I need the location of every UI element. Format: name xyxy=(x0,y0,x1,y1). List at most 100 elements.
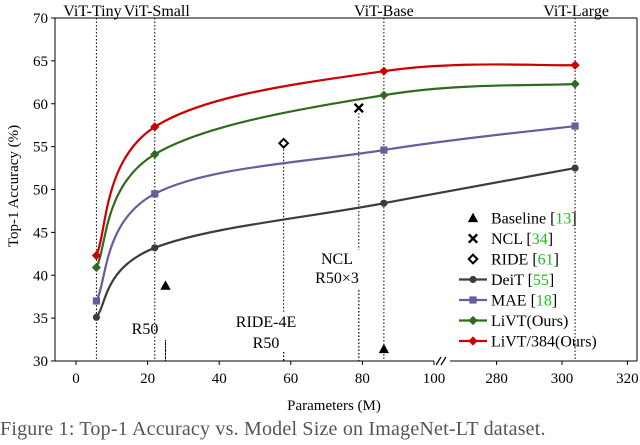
x-tick-label-9: 320 xyxy=(616,371,639,387)
legend-citation-1[interactable]: 13 xyxy=(555,211,571,228)
annotation-ncl-line1: NCL xyxy=(321,251,353,268)
series-point-2-4 xyxy=(571,122,579,130)
model-size-guides xyxy=(95,18,576,361)
legend-name-5: MAE xyxy=(491,293,527,310)
y-axis-label: Top-1 Accuracy (%) xyxy=(6,125,22,247)
x-tick-label-2: 20 xyxy=(140,371,155,387)
legend-label-1: Baseline [13] xyxy=(491,211,577,228)
legend-item-4: DeiT [55] xyxy=(459,272,554,289)
y-tick-label-3: 40 xyxy=(33,268,48,284)
series-point-4-1 xyxy=(91,250,102,261)
series-point-3-3 xyxy=(379,90,389,100)
x-axis-label: Parameters (M) xyxy=(287,398,381,414)
legend-space-2: [ xyxy=(522,231,531,248)
legend-citation-3[interactable]: 61 xyxy=(538,252,554,269)
legend-item-1: Baseline [13] xyxy=(467,211,577,228)
legend-name-6: LiVT(Ours) xyxy=(491,313,568,330)
series-point-1-3 xyxy=(380,199,388,207)
x-tick-label-3: 40 xyxy=(212,371,227,387)
series-point-4-4 xyxy=(570,60,580,70)
x-tick-label-6: 100 xyxy=(423,371,446,387)
ref-point-ncl-1 xyxy=(353,102,364,114)
legend-space-3: [ xyxy=(528,252,537,269)
series-point-2-3 xyxy=(380,146,388,154)
annotation-ncl-line2: R50×3 xyxy=(315,270,359,287)
axes-layer xyxy=(54,17,638,366)
y-tick-label-6: 55 xyxy=(33,140,48,156)
x-tick-label-8: 300 xyxy=(551,371,574,387)
legend-label-7: LiVT/384(Ours) xyxy=(491,334,597,351)
legend-space-4: [ xyxy=(524,272,533,289)
legend-marker-7 xyxy=(468,336,478,346)
legend-marker-2 xyxy=(467,233,479,244)
ref-point-baseline-2 xyxy=(378,343,390,354)
x-tick-label-5: 80 xyxy=(355,371,370,387)
legend-bracket-1: ] xyxy=(571,211,576,228)
y-tick-label-2: 35 xyxy=(33,311,48,327)
legend: Baseline [13]NCL [34]RIDE [61]DeiT [55]M… xyxy=(459,211,597,351)
annotation-ride-line1: RIDE-4E xyxy=(236,314,296,331)
series-line-deit xyxy=(95,166,576,318)
legend-name-2: NCL xyxy=(491,231,522,248)
series-point-1-4 xyxy=(571,164,579,172)
series-point-1-2 xyxy=(151,244,159,252)
y-tick-label-7: 60 xyxy=(33,97,48,113)
y-tick-label-9: 70 xyxy=(33,11,48,27)
axis-break-mark-2 xyxy=(440,356,447,366)
x-tick-label-1: 0 xyxy=(72,371,80,387)
legend-marker-6 xyxy=(468,315,478,326)
legend-marker-1 xyxy=(467,212,479,223)
legend-citation-5[interactable]: 18 xyxy=(536,293,552,310)
legend-name-7: LiVT/384(Ours) xyxy=(491,334,597,351)
series-point-3-1 xyxy=(91,262,102,273)
legend-marker-5 xyxy=(469,296,477,304)
y-tick-label-8: 65 xyxy=(33,54,48,70)
legend-space-1: [ xyxy=(546,211,555,228)
model-labels-layer: ViT-Tiny ViT-Small ViT-Base ViT-Large xyxy=(63,3,609,20)
legend-bracket-2: ] xyxy=(548,231,553,248)
series-point-4-3 xyxy=(379,66,389,76)
y-tick-label-5: 50 xyxy=(33,183,48,199)
series-line-livt-384-ours- xyxy=(95,63,576,256)
x-tick-label-7: 280 xyxy=(485,371,508,387)
reference-points-layer xyxy=(160,102,390,354)
series-point-2-1 xyxy=(92,297,101,305)
model-label-1: ViT-Tiny xyxy=(63,3,121,20)
series-point-2-2 xyxy=(151,190,159,198)
figure-caption: Figure 1: Top-1 Accuracy vs. Model Size … xyxy=(0,418,546,440)
legend-label-3: RIDE [61] xyxy=(491,252,559,269)
legend-label-6: LiVT(Ours) xyxy=(491,313,568,330)
legend-item-6: LiVT(Ours) xyxy=(459,313,568,330)
series-point-3-2 xyxy=(150,149,160,159)
legend-bracket-5: ] xyxy=(552,293,557,310)
x-tick-label-4: 60 xyxy=(283,371,298,387)
series-point-1-1 xyxy=(92,313,101,321)
model-label-3: ViT-Base xyxy=(354,3,414,20)
legend-citation-4[interactable]: 55 xyxy=(533,272,549,289)
legend-bracket-3: ] xyxy=(554,252,559,269)
series-layer xyxy=(91,60,580,321)
model-label-4: ViT-Large xyxy=(543,3,609,20)
legend-item-3: RIDE [61] xyxy=(467,252,559,269)
model-label-2: ViT-Small xyxy=(124,3,191,20)
legend-citation-2[interactable]: 34 xyxy=(532,231,548,248)
legend-marker-3 xyxy=(467,253,479,265)
series-point-4-2 xyxy=(150,122,160,132)
legend-item-2: NCL [34] xyxy=(467,231,553,248)
series-line-mae xyxy=(95,124,576,302)
legend-space-5: [ xyxy=(527,293,536,310)
legend-name-1: Baseline xyxy=(491,211,546,228)
annotation-ride-line2: R50 xyxy=(253,335,280,352)
y-tick-label-1: 30 xyxy=(33,354,48,370)
legend-item-7: LiVT/384(Ours) xyxy=(459,334,597,351)
legend-marker-4 xyxy=(469,275,477,284)
legend-label-5: MAE [18] xyxy=(491,293,557,310)
tick-labels-layer: 30 35 40 45 50 55 60 65 70 0 20 40 60 80 100 280 300 320 xyxy=(33,11,639,387)
legend-marker-2-stroke-b xyxy=(467,233,479,244)
ref-point-ride-1 xyxy=(277,137,290,149)
axis-break-mark-1 xyxy=(435,356,442,366)
legend-label-4: DeiT [55] xyxy=(491,272,554,289)
series-point-3-4 xyxy=(570,79,580,89)
legend-name-3: RIDE xyxy=(491,252,528,269)
